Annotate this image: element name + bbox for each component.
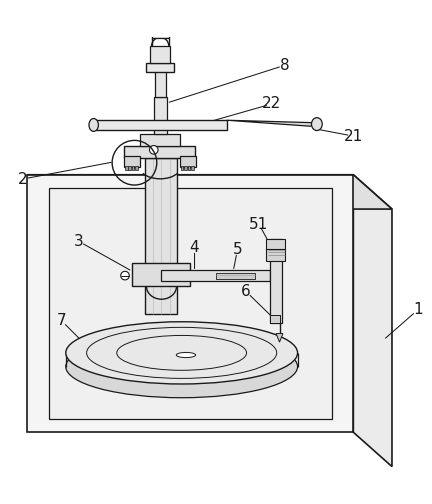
Bar [128,166,131,170]
Text: 2: 2 [18,171,28,186]
Bar [180,156,196,167]
Ellipse shape [311,117,322,131]
Text: 6: 6 [241,284,251,299]
Text: 5: 5 [233,242,242,258]
Text: 3: 3 [74,234,83,249]
Bar [154,97,167,134]
Bar [49,187,332,419]
Bar [27,175,353,432]
Bar [132,263,190,286]
Bar [132,166,134,170]
Bar [152,31,169,38]
Text: 51: 51 [249,217,269,232]
Bar [155,69,166,97]
Text: 7: 7 [57,313,66,328]
Polygon shape [27,175,392,209]
Bar [150,46,170,63]
Bar [270,315,280,323]
Polygon shape [276,334,283,342]
Bar [216,273,254,279]
Polygon shape [353,175,392,467]
Ellipse shape [66,322,298,384]
Circle shape [121,271,129,280]
Bar [135,166,138,170]
Bar [187,166,190,170]
Ellipse shape [176,352,196,358]
Text: 4: 4 [190,240,199,255]
Bar [124,156,140,167]
Bar [184,166,187,170]
Ellipse shape [66,336,298,398]
Bar [125,166,127,170]
Bar [140,134,180,146]
Bar [266,239,285,250]
Text: 22: 22 [262,96,281,111]
Polygon shape [227,120,318,126]
Bar [145,158,178,314]
Text: 8: 8 [280,58,289,73]
Bar [270,239,282,323]
Text: 1: 1 [413,302,422,318]
Ellipse shape [89,118,98,132]
Bar [96,120,227,130]
Bar [191,166,194,170]
Bar [266,249,285,261]
Text: 21: 21 [344,129,363,144]
Circle shape [149,146,158,154]
Bar [181,166,183,170]
Bar [162,270,270,281]
Bar [146,63,175,72]
Bar [124,146,194,158]
